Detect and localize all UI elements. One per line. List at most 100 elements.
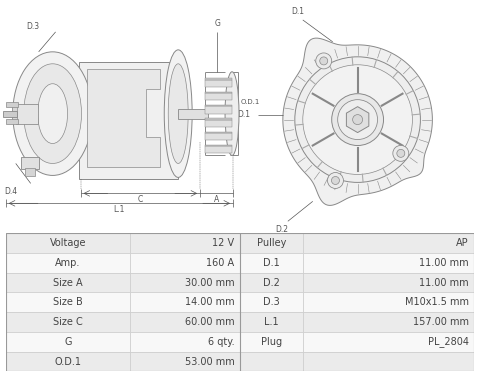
Bar	[6, 352, 130, 371]
Text: G: G	[64, 337, 72, 347]
Text: 11.00 mm: 11.00 mm	[419, 258, 468, 268]
Circle shape	[393, 146, 409, 161]
Bar	[240, 332, 303, 352]
Text: 6 qty.: 6 qty.	[208, 337, 234, 347]
Circle shape	[320, 57, 328, 65]
Text: AP: AP	[456, 238, 468, 248]
Text: Voltage: Voltage	[49, 238, 86, 248]
Bar	[130, 312, 240, 332]
Polygon shape	[283, 38, 432, 205]
Bar	[178, 109, 208, 118]
Bar	[6, 102, 18, 107]
Text: 157.00 mm: 157.00 mm	[413, 317, 468, 327]
Text: L.1: L.1	[114, 205, 125, 214]
Circle shape	[332, 176, 339, 185]
Ellipse shape	[13, 52, 93, 176]
Bar	[6, 118, 18, 124]
Bar	[130, 332, 240, 352]
Ellipse shape	[24, 64, 82, 164]
Bar	[3, 111, 17, 117]
Bar	[24, 168, 35, 176]
Bar	[303, 332, 474, 352]
Text: 14.00 mm: 14.00 mm	[185, 297, 234, 307]
Bar	[6, 253, 130, 273]
Bar	[303, 233, 474, 253]
Bar	[240, 352, 303, 371]
Bar	[205, 92, 232, 93]
Ellipse shape	[164, 50, 192, 177]
Bar	[205, 145, 232, 146]
Text: D.1: D.1	[291, 7, 304, 16]
Bar	[205, 120, 232, 127]
Text: 60.00 mm: 60.00 mm	[185, 317, 234, 327]
Bar	[130, 233, 240, 253]
Text: D.1: D.1	[237, 110, 250, 119]
Bar	[205, 93, 232, 100]
Bar	[303, 312, 474, 332]
Bar	[303, 273, 474, 293]
Bar	[303, 253, 474, 273]
Text: Size C: Size C	[53, 317, 83, 327]
Bar	[303, 293, 474, 312]
Text: L.1: L.1	[264, 317, 279, 327]
Text: PL_2804: PL_2804	[428, 337, 468, 347]
Bar	[205, 133, 232, 140]
Text: 160 A: 160 A	[206, 258, 234, 268]
Text: Amp.: Amp.	[55, 258, 81, 268]
Text: Size A: Size A	[53, 277, 83, 288]
Circle shape	[397, 149, 405, 157]
Bar	[240, 293, 303, 312]
Text: D.1: D.1	[263, 258, 280, 268]
Text: O.D.1: O.D.1	[241, 99, 260, 105]
Text: Size B: Size B	[53, 297, 83, 307]
Text: D.2: D.2	[263, 277, 280, 288]
Bar	[205, 79, 232, 80]
Circle shape	[303, 65, 412, 174]
Text: M10x1.5 mm: M10x1.5 mm	[405, 297, 468, 307]
Polygon shape	[347, 107, 369, 133]
Bar	[6, 293, 130, 312]
Circle shape	[327, 173, 343, 188]
Text: C: C	[138, 196, 143, 205]
Bar	[6, 312, 130, 332]
Bar	[303, 352, 474, 371]
Bar	[6, 12, 235, 221]
Bar	[240, 253, 303, 273]
Bar	[130, 273, 240, 293]
Bar	[12, 106, 17, 112]
Text: 11.00 mm: 11.00 mm	[419, 277, 468, 288]
Polygon shape	[86, 69, 160, 167]
Polygon shape	[79, 62, 178, 179]
Bar	[205, 105, 232, 106]
Text: 53.00 mm: 53.00 mm	[185, 356, 234, 367]
Bar	[6, 332, 130, 352]
Bar	[240, 233, 303, 253]
Text: O.D.1: O.D.1	[54, 356, 81, 367]
Circle shape	[337, 100, 378, 139]
Ellipse shape	[168, 64, 188, 164]
Bar	[130, 253, 240, 273]
Bar	[205, 118, 232, 120]
Bar	[205, 80, 232, 87]
Circle shape	[332, 94, 384, 146]
Bar	[240, 312, 303, 332]
Bar	[130, 293, 240, 312]
Text: Plug: Plug	[261, 337, 282, 347]
Bar	[205, 146, 232, 153]
Circle shape	[316, 53, 332, 69]
Bar	[130, 352, 240, 371]
Ellipse shape	[225, 72, 239, 156]
Text: 12 V: 12 V	[212, 238, 234, 248]
Text: G: G	[214, 19, 220, 28]
Text: D.2: D.2	[276, 225, 288, 234]
Circle shape	[295, 57, 420, 182]
Text: D.3: D.3	[26, 22, 39, 31]
Text: A: A	[214, 196, 219, 205]
Text: 30.00 mm: 30.00 mm	[185, 277, 234, 288]
Text: D.3: D.3	[263, 297, 280, 307]
Circle shape	[353, 115, 362, 124]
Bar	[12, 112, 17, 120]
Bar	[240, 273, 303, 293]
Bar	[6, 273, 130, 293]
Bar	[6, 233, 130, 253]
